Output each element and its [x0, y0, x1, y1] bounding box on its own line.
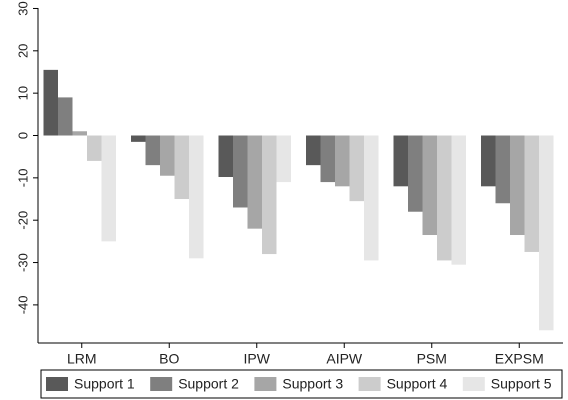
y-tick-label: 0 — [15, 132, 30, 139]
bar-psm-support-4 — [437, 135, 452, 261]
bar-bo-support-5 — [189, 135, 204, 259]
bar-expsm-support-2 — [495, 135, 510, 204]
bar-lrm-support-4 — [87, 135, 102, 161]
bar-psm-support-1 — [393, 135, 408, 187]
bar-bo-support-3 — [160, 135, 175, 176]
bar-lrm-support-3 — [72, 131, 87, 136]
bar-lrm-support-2 — [58, 97, 73, 136]
category-label: PSM — [417, 351, 447, 367]
bar-ipw-support-1 — [218, 135, 233, 178]
bar-lrm-support-1 — [43, 69, 58, 136]
bar-aipw-support-1 — [306, 135, 321, 166]
bar-psm-support-5 — [451, 135, 466, 265]
bar-ipw-support-4 — [262, 135, 277, 255]
y-tick-label: -40 — [15, 295, 30, 314]
bar-aipw-support-2 — [320, 135, 335, 183]
category-label: BO — [159, 351, 179, 367]
legend-label-support-5: Support 5 — [491, 376, 552, 392]
bar-psm-support-2 — [408, 135, 423, 212]
legend-swatch-support-2 — [150, 377, 173, 391]
legend-swatch-support-5 — [462, 377, 485, 391]
bar-ipw-support-5 — [276, 135, 291, 183]
bar-bo-support-2 — [145, 135, 160, 166]
y-tick-label: 10 — [15, 86, 30, 100]
bar-expsm-support-3 — [510, 135, 525, 236]
legend-label-support-1: Support 1 — [74, 376, 135, 392]
bar-aipw-support-5 — [364, 135, 379, 261]
bar-ipw-support-2 — [233, 135, 248, 208]
category-label: IPW — [244, 351, 271, 367]
legend-label-support-4: Support 4 — [387, 376, 448, 392]
category-label: EXPSM — [495, 351, 544, 367]
y-tick-label: -20 — [15, 211, 30, 230]
bar-aipw-support-3 — [335, 135, 350, 187]
y-tick-label: -10 — [15, 168, 30, 187]
labels: 30 20 10 0 -10 -20 -30 -40 LRM BO IPW AIPW PSM EXPSM — [15, 1, 543, 366]
legend-swatch-support-4 — [358, 377, 381, 391]
bar-expsm-support-1 — [481, 135, 496, 187]
legend: Support 1 Support 2 Support 3 Support 4 Supp… — [40, 369, 563, 399]
bar-expsm-support-4 — [524, 135, 539, 252]
bar-bo-support-4 — [174, 135, 189, 200]
legend-label-support-3: Support 3 — [282, 376, 343, 392]
bar-aipw-support-4 — [349, 135, 364, 202]
axes — [33, 7, 563, 348]
y-tick-label: 20 — [15, 44, 30, 58]
bar-ipw-support-3 — [247, 135, 262, 229]
legend-label-support-2: Support 2 — [178, 376, 239, 392]
y-tick-label: 30 — [15, 1, 30, 15]
bar-expsm-support-5 — [539, 135, 554, 331]
bars — [43, 69, 554, 331]
legend-swatch-support-3 — [254, 377, 277, 391]
bar-lrm-support-5 — [101, 135, 116, 242]
bar-bo-support-1 — [131, 135, 146, 142]
bar-psm-support-3 — [422, 135, 437, 236]
category-label: AIPW — [326, 351, 363, 367]
category-label: LRM — [67, 351, 97, 367]
legend-swatch-support-1 — [46, 377, 68, 391]
y-tick-label: -30 — [15, 253, 30, 272]
